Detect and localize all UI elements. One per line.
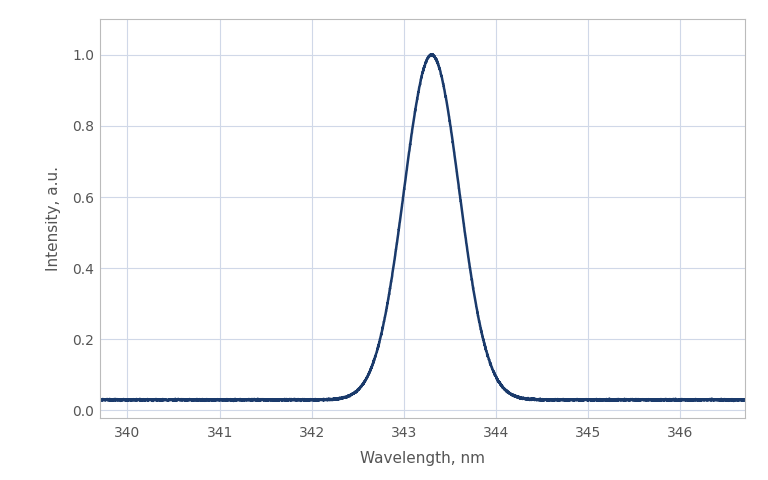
- Y-axis label: Intensity, a.u.: Intensity, a.u.: [46, 166, 61, 271]
- X-axis label: Wavelength, nm: Wavelength, nm: [360, 451, 485, 466]
